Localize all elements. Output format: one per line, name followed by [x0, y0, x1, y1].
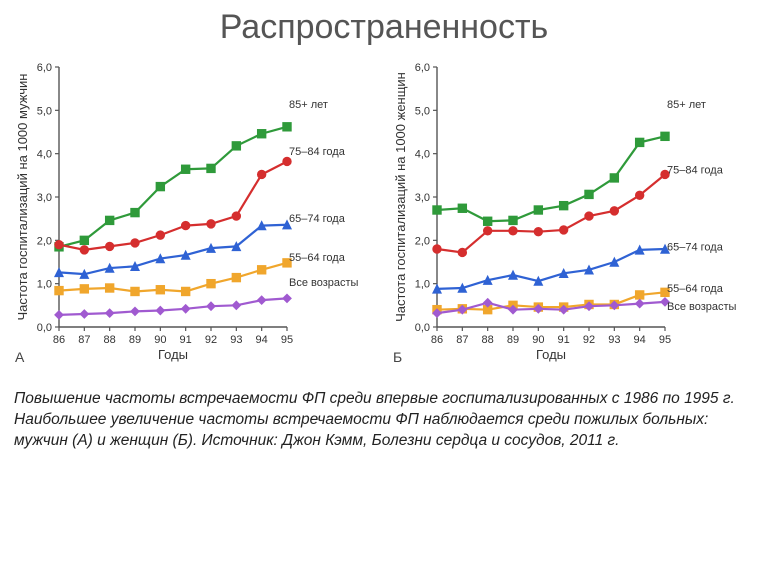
charts-row: 0,0 1,0 2,0 3,0 4,0 5,0 6,0 86 87 88 89 90 91 92 93 94 9…: [0, 53, 768, 363]
svg-text:94: 94: [256, 334, 268, 346]
svg-text:65–74 года: 65–74 года: [667, 241, 724, 253]
page-title: Распространенность: [0, 8, 768, 47]
svg-text:95: 95: [281, 334, 293, 346]
svg-text:85+ лет: 85+ лет: [289, 99, 328, 111]
svg-text:90: 90: [154, 334, 166, 346]
chart-svg-b: 0,0 1,0 2,0 3,0 4,0 5,0 6,0 86 87 88 89 90 91 92 93 94 9…: [393, 53, 753, 363]
svg-text:91: 91: [180, 334, 192, 346]
svg-text:89: 89: [129, 334, 141, 346]
svg-text:4,0: 4,0: [37, 149, 52, 161]
svg-text:86: 86: [431, 334, 443, 346]
svg-text:0,0: 0,0: [37, 322, 52, 334]
panel-label-a: А: [15, 349, 24, 365]
svg-text:3,0: 3,0: [37, 192, 52, 204]
svg-text:5,0: 5,0: [37, 105, 52, 117]
svg-text:93: 93: [608, 334, 620, 346]
svg-text:88: 88: [482, 334, 494, 346]
svg-text:92: 92: [583, 334, 595, 346]
svg-text:86: 86: [53, 334, 65, 346]
figure-caption: Повышение частоты встречаемости ФП среди…: [0, 363, 768, 452]
svg-text:87: 87: [78, 334, 90, 346]
panel-label-b: Б: [393, 349, 402, 365]
svg-text:92: 92: [205, 334, 217, 346]
svg-text:2,0: 2,0: [37, 235, 52, 247]
svg-text:55–64 года: 55–64 года: [289, 252, 346, 264]
svg-text:6,0: 6,0: [37, 62, 52, 74]
svg-text:93: 93: [230, 334, 242, 346]
svg-text:91: 91: [558, 334, 570, 346]
svg-text:95: 95: [659, 334, 671, 346]
svg-text:55–64 года: 55–64 года: [667, 283, 724, 295]
svg-text:1,0: 1,0: [415, 279, 430, 291]
svg-text:89: 89: [507, 334, 519, 346]
svg-text:94: 94: [634, 334, 646, 346]
svg-text:1,0: 1,0: [37, 279, 52, 291]
svg-text:75–84 года: 75–84 года: [289, 146, 346, 158]
svg-text:88: 88: [104, 334, 116, 346]
svg-text:87: 87: [456, 334, 468, 346]
svg-text:2,0: 2,0: [415, 235, 430, 247]
svg-text:3,0: 3,0: [415, 192, 430, 204]
chart-panel-b: 0,0 1,0 2,0 3,0 4,0 5,0 6,0 86 87 88 89 90 91 92 93 94 9…: [393, 53, 753, 363]
svg-text:90: 90: [532, 334, 544, 346]
svg-text:Годы: Годы: [536, 347, 566, 362]
svg-text:0,0: 0,0: [415, 322, 430, 334]
svg-text:Все возрасты: Все возрасты: [667, 301, 737, 313]
svg-text:65–74 года: 65–74 года: [289, 213, 346, 225]
svg-text:4,0: 4,0: [415, 149, 430, 161]
svg-text:Все возрасты: Все возрасты: [289, 277, 359, 289]
svg-text:Частота госпитализаций на 1000: Частота госпитализаций на 1000 мужчин: [15, 74, 30, 321]
svg-text:6,0: 6,0: [415, 62, 430, 74]
svg-text:Годы: Годы: [158, 347, 188, 362]
svg-text:85+ лет: 85+ лет: [667, 99, 706, 111]
svg-text:5,0: 5,0: [415, 105, 430, 117]
svg-text:75–84 года: 75–84 года: [667, 164, 724, 176]
chart-panel-a: 0,0 1,0 2,0 3,0 4,0 5,0 6,0 86 87 88 89 90 91 92 93 94 9…: [15, 53, 375, 363]
svg-text:Частота госпитализаций на 1000: Частота госпитализаций на 1000 женщин: [393, 72, 408, 322]
chart-svg-a: 0,0 1,0 2,0 3,0 4,0 5,0 6,0 86 87 88 89 90 91 92 93 94 9…: [15, 53, 375, 363]
